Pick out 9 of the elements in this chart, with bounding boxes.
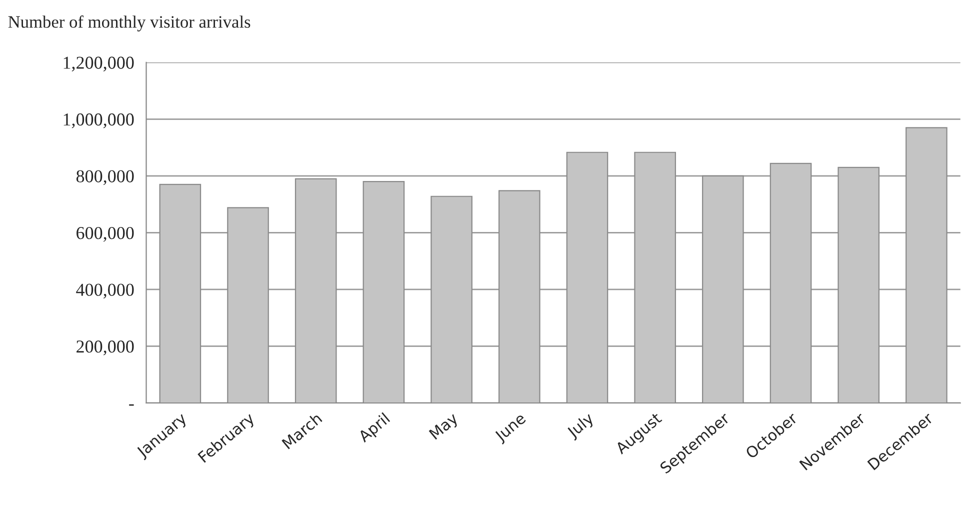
y-tick-label: 800,000 [76,170,134,185]
y-tick-label: 1,000,000 [64,113,134,128]
x-tick-label: May [428,412,461,442]
y-tick-label: 400,000 [76,284,134,299]
y-tick-label: 600,000 [76,226,134,242]
y-tick-label: - [129,404,134,406]
y-axis-title: Number of monthly visitor arrivals [8,15,250,32]
y-tick-label: 1,200,000 [64,56,134,72]
y-tick-label: 200,000 [76,340,134,356]
